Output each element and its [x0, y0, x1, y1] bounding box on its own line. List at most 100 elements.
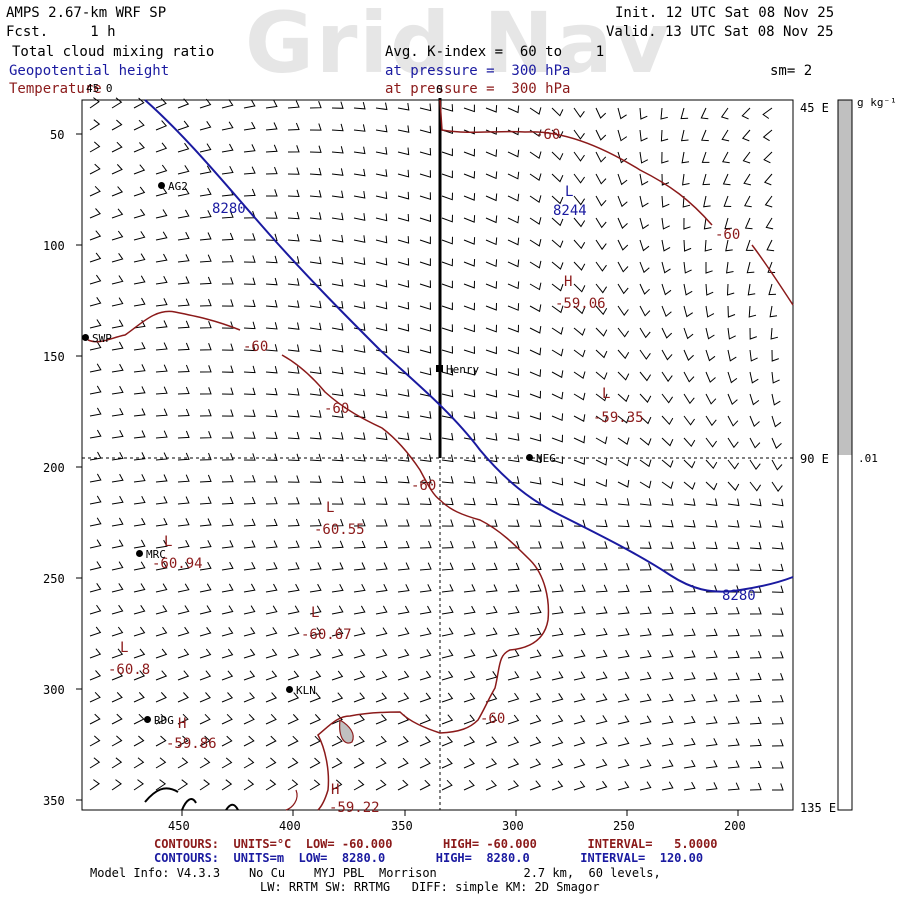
wind-barb: [155, 474, 168, 483]
wind-barb: [353, 257, 366, 266]
wind-barb: [155, 231, 168, 241]
wind-barb: [683, 759, 696, 769]
wind-barb: [771, 542, 784, 550]
wind-barb: [771, 415, 782, 428]
wind-barb: [265, 144, 278, 153]
wind-barb: [639, 671, 652, 681]
wind-barb: [155, 605, 168, 615]
wind-barb: [243, 735, 255, 747]
wind-barb: [133, 735, 145, 747]
wind-barb: [507, 605, 520, 615]
colorbar-fill: [838, 100, 852, 455]
wind-barb: [89, 604, 102, 615]
wind-barb: [485, 476, 498, 484]
wind-barb: [529, 562, 542, 571]
wind-barb: [89, 779, 100, 791]
wind-barb: [199, 648, 212, 659]
wind-barb: [463, 605, 476, 615]
wind-barb: [529, 260, 542, 269]
wind-barb: [661, 584, 674, 593]
wind-barb: [705, 650, 718, 659]
wind-barb: [221, 496, 234, 505]
wind-barb: [199, 561, 212, 571]
wind-barb: [199, 187, 212, 197]
axis-ticks: [76, 133, 739, 816]
wind-barb: [485, 237, 498, 246]
wind-barb: [573, 498, 586, 506]
wind-barb: [419, 147, 432, 156]
wind-barb: [661, 327, 673, 339]
wind-barb: [551, 391, 564, 400]
wind-barb: [617, 479, 630, 488]
wind-barb: [353, 649, 366, 659]
wind-barb: [705, 606, 718, 615]
wind-barb: [331, 168, 344, 176]
wind-barb: [485, 281, 498, 289]
wind-barb: [573, 736, 586, 747]
wind-barb: [89, 297, 102, 307]
wind-barb: [133, 605, 146, 615]
wind-barb: [353, 735, 365, 747]
temp-contour-north: [439, 99, 713, 226]
wind-barb: [485, 149, 498, 158]
wind-barb: [419, 540, 432, 549]
wind-barb: [89, 735, 101, 747]
wind-barb: [309, 167, 322, 176]
wind-barb: [639, 349, 651, 360]
height-contour-info: CONTOURS: UNITS=m LOW= 8280.0 HIGH= 8280…: [154, 851, 704, 865]
wind-barb: [221, 121, 234, 131]
wind-barb: [727, 520, 740, 528]
wind-barb: [133, 231, 146, 241]
wind-barb: [617, 327, 630, 338]
wind-barb: [331, 234, 344, 243]
wind-barb: [221, 518, 234, 527]
wind-barb: [375, 235, 388, 244]
wind-barb: [617, 671, 630, 681]
wind-barb: [265, 757, 277, 769]
wind-barb: [749, 607, 762, 615]
wind-barb: [397, 147, 410, 156]
wind-barb: [111, 495, 124, 505]
wind-barb: [397, 213, 410, 222]
wind-barb: [529, 541, 542, 549]
wind-barb: [463, 389, 476, 398]
wind-barb: [111, 473, 124, 483]
wind-barb: [749, 716, 762, 725]
wind-barb: [353, 301, 366, 310]
wind-barb: [243, 627, 256, 637]
wind-barb: [243, 299, 256, 308]
wind-barb: [111, 253, 124, 263]
y-tick-label: 100: [43, 239, 65, 253]
wind-barb: [551, 758, 564, 769]
wind-barb: [529, 304, 542, 313]
wind-barb: [595, 415, 608, 423]
wind-barb: [221, 627, 234, 637]
wind-barb: [507, 584, 520, 593]
wind-barb: [265, 387, 278, 396]
wind-barb: [287, 366, 300, 374]
wind-barb: [177, 142, 190, 153]
y-tick-label: 250: [43, 572, 65, 586]
wind-barb: [551, 327, 564, 335]
wind-barb: [331, 627, 344, 637]
wind-barb: [243, 277, 256, 285]
wind-barb: [463, 736, 476, 747]
wind-barb: [331, 562, 344, 571]
wind-barb: [595, 519, 608, 528]
wind-barb: [309, 648, 322, 659]
wind-barb: [177, 648, 190, 659]
wind-barb: [265, 211, 278, 219]
wind-barb: [331, 670, 344, 681]
wind-barb: [507, 649, 520, 659]
wind-barb: [529, 714, 542, 725]
wind-barb: [419, 432, 432, 441]
wind-barb: [133, 297, 146, 307]
wind-barb: [771, 437, 782, 449]
wind-barb: [155, 757, 167, 769]
wind-barb: [507, 346, 519, 355]
wind-barb: [573, 239, 586, 250]
wind-barb: [441, 736, 454, 747]
wind-barb: [133, 626, 146, 637]
wind-barb: [639, 498, 652, 506]
wind-barb: [221, 232, 234, 241]
